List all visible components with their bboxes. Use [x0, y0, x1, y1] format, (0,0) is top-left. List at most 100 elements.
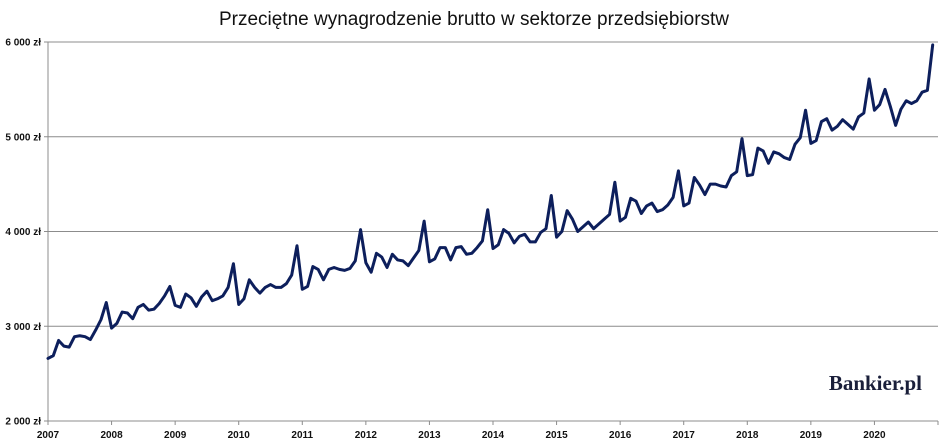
data-point-44	[280, 286, 282, 289]
data-point-132	[746, 174, 749, 177]
data-point-106	[608, 213, 611, 216]
data-point-49	[306, 285, 309, 288]
data-point-156	[873, 109, 876, 112]
data-point-23	[169, 285, 171, 288]
data-point-114	[651, 202, 653, 204]
data-point-79	[465, 253, 468, 256]
data-point-117	[667, 204, 669, 206]
data-point-110	[629, 197, 632, 200]
data-point-99	[571, 218, 574, 220]
data-point-102	[587, 221, 590, 223]
data-point-33	[222, 295, 224, 297]
data-point-165	[921, 91, 923, 94]
data-point-57	[349, 267, 351, 270]
data-point-113	[645, 205, 648, 207]
data-point-135	[762, 150, 764, 152]
data-point-87	[508, 232, 510, 235]
data-point-104	[598, 223, 600, 225]
data-point-42	[269, 283, 272, 286]
data-point-74	[439, 246, 441, 249]
x-tick-label: 2013	[418, 430, 441, 441]
data-point-71	[423, 220, 425, 222]
data-point-61	[370, 271, 372, 274]
data-point-37	[243, 297, 245, 300]
y-tick-label: 2 000 zł	[5, 417, 41, 428]
watermark-text: Bankier.pl	[829, 371, 922, 395]
data-point-52	[322, 279, 325, 281]
data-point-141	[794, 143, 796, 146]
data-point-66	[396, 259, 399, 261]
data-point-103	[592, 227, 595, 230]
data-point-145	[815, 139, 817, 142]
data-point-81	[476, 246, 478, 249]
data-point-147	[825, 117, 828, 120]
data-point-93	[539, 231, 542, 234]
data-point-139	[783, 156, 786, 159]
y-tick-label: 5 000 zł	[5, 132, 41, 143]
data-point-34	[227, 286, 229, 289]
x-tick-label: 2010	[228, 430, 251, 441]
data-point-46	[290, 274, 293, 276]
data-point-69	[412, 257, 415, 259]
data-point-64	[386, 266, 388, 269]
data-point-60	[365, 261, 367, 264]
data-point-101	[582, 225, 584, 228]
x-tick-label: 2015	[545, 430, 568, 441]
data-point-32	[216, 297, 219, 300]
data-point-65	[391, 253, 394, 256]
data-point-162	[905, 99, 908, 102]
y-tick-label: 6 000 zł	[5, 38, 41, 49]
data-point-59	[359, 228, 362, 231]
data-point-76	[449, 259, 452, 261]
data-points	[47, 44, 934, 360]
data-point-111	[635, 200, 637, 202]
data-point-159	[889, 105, 892, 108]
data-point-73	[433, 258, 436, 260]
data-point-30	[206, 290, 208, 292]
data-point-63	[380, 256, 383, 258]
data-point-31	[211, 299, 214, 302]
data-point-48	[301, 288, 304, 291]
x-tick-label: 2008	[100, 430, 123, 441]
data-point-29	[200, 296, 203, 298]
data-point-91	[529, 241, 531, 243]
data-point-75	[444, 246, 447, 249]
data-point-26	[184, 293, 187, 295]
data-point-83	[486, 208, 489, 211]
data-point-131	[741, 137, 743, 140]
data-point-68	[407, 264, 410, 267]
data-point-56	[343, 269, 346, 272]
data-point-36	[237, 303, 240, 306]
x-tick-label: 2014	[482, 430, 505, 441]
data-point-148	[831, 129, 833, 131]
data-point-55	[338, 268, 341, 271]
data-point-144	[810, 142, 812, 145]
data-point-150	[841, 118, 844, 121]
data-point-21	[158, 302, 161, 305]
data-point-8	[89, 338, 92, 341]
data-point-119	[677, 170, 680, 172]
data-point-40	[259, 292, 261, 294]
data-point-121	[688, 202, 690, 204]
data-point-163	[910, 102, 913, 105]
data-point-15	[126, 312, 129, 314]
data-point-112	[640, 212, 643, 215]
data-point-137	[772, 151, 775, 153]
data-point-84	[492, 247, 494, 250]
data-point-127	[720, 185, 722, 187]
data-point-96	[555, 236, 558, 238]
data-point-7	[84, 335, 86, 338]
data-point-154	[863, 112, 865, 114]
data-point-50	[312, 265, 314, 268]
data-point-25	[179, 306, 182, 309]
data-point-158	[884, 88, 886, 91]
data-point-128	[725, 186, 727, 188]
data-point-41	[264, 286, 267, 289]
series-line	[46, 43, 935, 360]
data-point-138	[778, 153, 780, 155]
data-point-94	[545, 227, 547, 230]
data-point-100	[576, 230, 579, 233]
data-point-123	[698, 184, 701, 186]
data-point-146	[820, 120, 823, 123]
data-point-77	[455, 246, 457, 249]
